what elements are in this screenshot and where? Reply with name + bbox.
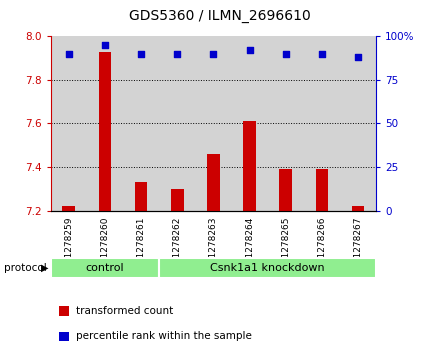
Text: transformed count: transformed count <box>76 306 173 316</box>
Bar <box>340 36 376 211</box>
Text: ▶: ▶ <box>41 263 48 273</box>
Bar <box>159 36 195 211</box>
Bar <box>171 189 183 211</box>
Bar <box>87 36 123 211</box>
Point <box>210 51 217 57</box>
Point <box>138 51 145 57</box>
Bar <box>352 206 364 211</box>
Bar <box>51 258 159 278</box>
Bar <box>123 36 159 211</box>
Point <box>319 51 326 57</box>
Bar <box>195 36 231 211</box>
Bar <box>99 52 111 211</box>
Text: Csnk1a1 knockdown: Csnk1a1 knockdown <box>210 263 325 273</box>
Bar <box>231 36 268 211</box>
Bar <box>207 154 220 211</box>
Point <box>101 42 108 48</box>
Bar <box>135 182 147 211</box>
Text: percentile rank within the sample: percentile rank within the sample <box>76 331 252 341</box>
Bar <box>304 36 340 211</box>
Point <box>65 51 72 57</box>
Bar <box>268 36 304 211</box>
Point <box>246 47 253 53</box>
Text: protocol: protocol <box>4 263 47 273</box>
Bar <box>243 121 256 211</box>
Bar <box>159 258 376 278</box>
Point <box>174 51 181 57</box>
Point <box>355 54 362 60</box>
Bar <box>51 36 87 211</box>
Bar <box>315 169 328 211</box>
Bar <box>62 206 75 211</box>
Text: GDS5360 / ILMN_2696610: GDS5360 / ILMN_2696610 <box>129 9 311 23</box>
Text: control: control <box>85 263 124 273</box>
Bar <box>279 169 292 211</box>
Point <box>282 51 289 57</box>
